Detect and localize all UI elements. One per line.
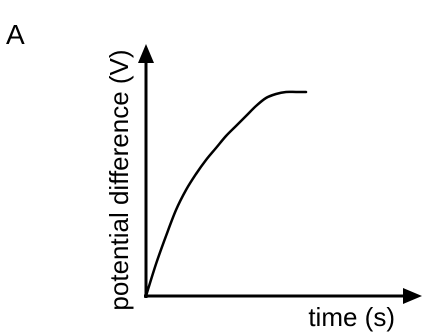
x-axis-arrowhead [403, 288, 422, 304]
y-axis [138, 44, 154, 298]
panel-label: A [6, 19, 25, 50]
series-line-0 [144, 90, 308, 298]
y-axis-arrowhead [138, 44, 154, 63]
x-axis-label: time (s) [308, 302, 395, 332]
series-layer [144, 90, 308, 298]
y-axis-label: potential difference (V) [104, 49, 134, 310]
x-axis [144, 288, 422, 304]
